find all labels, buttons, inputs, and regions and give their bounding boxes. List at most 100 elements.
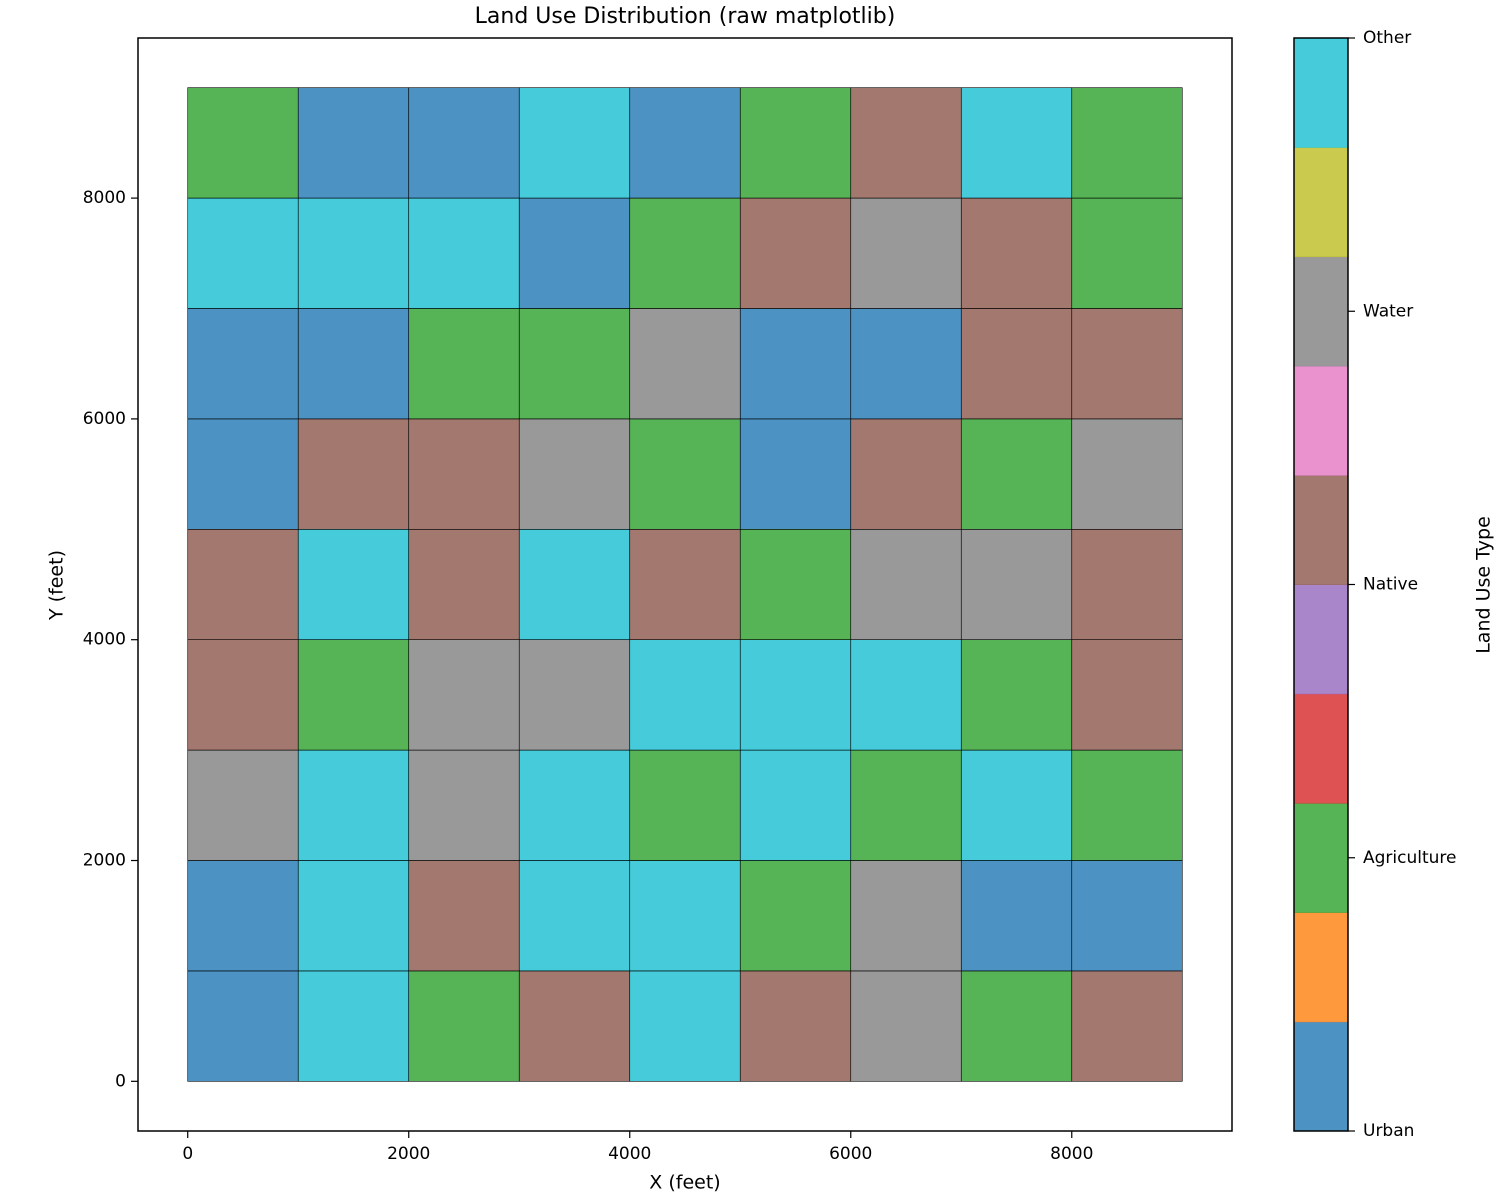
- cell: [518, 87, 631, 199]
- cell: [518, 860, 631, 972]
- cell: [1071, 970, 1183, 1082]
- colorbar-label: Land Use Type: [1473, 516, 1495, 654]
- cell: [629, 970, 741, 1082]
- cell: [960, 749, 1073, 861]
- colorbar-tick-label: Urban: [1363, 1121, 1414, 1141]
- x-axis-label: X (feet): [649, 1172, 720, 1194]
- cell: [297, 197, 410, 309]
- cell: [850, 197, 962, 309]
- colorbar-segment: [1294, 475, 1348, 585]
- cell: [739, 860, 852, 972]
- cell: [518, 418, 631, 530]
- cell: [850, 639, 962, 751]
- cell: [850, 860, 962, 972]
- x-tick-label: 8000: [1050, 1144, 1093, 1164]
- cell: [518, 749, 631, 861]
- colorbar-segment: [1294, 584, 1348, 695]
- y-tick-label: 0: [115, 1071, 126, 1091]
- plot-frame: [137, 37, 1233, 1132]
- cell: [629, 87, 741, 199]
- cell: [408, 418, 520, 530]
- cell: [187, 860, 299, 972]
- colorbar-tick-label: Agriculture: [1363, 848, 1457, 868]
- x-tick-label: 6000: [829, 1144, 872, 1164]
- cell: [408, 970, 520, 1082]
- y-tick-label: 8000: [83, 188, 126, 208]
- cell: [297, 528, 410, 641]
- cell: [1071, 639, 1183, 751]
- y-tick-label: 2000: [83, 851, 126, 871]
- cell: [1071, 418, 1183, 530]
- cell: [850, 970, 962, 1082]
- cell: [850, 528, 962, 641]
- cell: [850, 308, 962, 420]
- colorbar-segment: [1294, 147, 1348, 258]
- cell: [187, 639, 299, 751]
- cell: [187, 308, 299, 420]
- y-tick-label: 4000: [83, 630, 126, 650]
- cell: [297, 749, 410, 861]
- cell: [960, 87, 1073, 199]
- cell: [408, 860, 520, 972]
- colorbar-segment: [1294, 365, 1348, 476]
- cell: [960, 970, 1073, 1082]
- cell: [960, 418, 1073, 530]
- cell: [629, 860, 741, 972]
- cell: [187, 418, 299, 530]
- x-tick-label: 4000: [608, 1144, 651, 1164]
- cell: [518, 197, 631, 309]
- cell: [187, 970, 299, 1082]
- cell: [297, 639, 410, 751]
- cell: [518, 639, 631, 751]
- colorbar-tick-label: Water: [1363, 301, 1413, 321]
- colorbar-segment: [1294, 803, 1348, 913]
- cell: [850, 749, 962, 861]
- cell: [408, 528, 520, 641]
- cell: [297, 87, 410, 199]
- colorbar-segment: [1294, 912, 1348, 1023]
- cell: [408, 639, 520, 751]
- cell: [187, 749, 299, 861]
- colorbar-tick-label: Other: [1363, 28, 1411, 48]
- x-tick-label: 0: [182, 1144, 193, 1164]
- cell: [297, 308, 410, 420]
- cell: [1071, 528, 1183, 641]
- cell: [739, 970, 852, 1082]
- cell: [297, 970, 410, 1082]
- cell: [1071, 860, 1183, 972]
- cell: [960, 197, 1073, 309]
- cell: [518, 308, 631, 420]
- cell: [629, 418, 741, 530]
- cell: [629, 197, 741, 309]
- cell: [1071, 87, 1183, 199]
- cell: [960, 860, 1073, 972]
- cell: [408, 87, 520, 199]
- cell: [739, 418, 852, 530]
- cell: [408, 308, 520, 420]
- cell: [739, 749, 852, 861]
- cell: [187, 197, 299, 309]
- colorbar-segment: [1294, 1021, 1348, 1132]
- cell: [297, 418, 410, 530]
- cell: [850, 87, 962, 199]
- colorbar-segment: [1294, 38, 1348, 148]
- cell: [960, 639, 1073, 751]
- cell: [629, 749, 741, 861]
- cell: [1071, 308, 1183, 420]
- x-tick-label: 2000: [387, 1144, 430, 1164]
- cell: [739, 87, 852, 199]
- cell: [408, 749, 520, 861]
- cell: [297, 860, 410, 972]
- cell: [739, 528, 852, 641]
- cell: [1071, 749, 1183, 861]
- cell: [629, 528, 741, 641]
- cell: [739, 639, 852, 751]
- colorbar-segment: [1294, 256, 1348, 367]
- cell: [187, 528, 299, 641]
- y-tick-label: 6000: [83, 409, 126, 429]
- cell: [960, 308, 1073, 420]
- cell: [629, 639, 741, 751]
- y-axis-label: Y (feet): [46, 550, 68, 621]
- cell: [408, 197, 520, 309]
